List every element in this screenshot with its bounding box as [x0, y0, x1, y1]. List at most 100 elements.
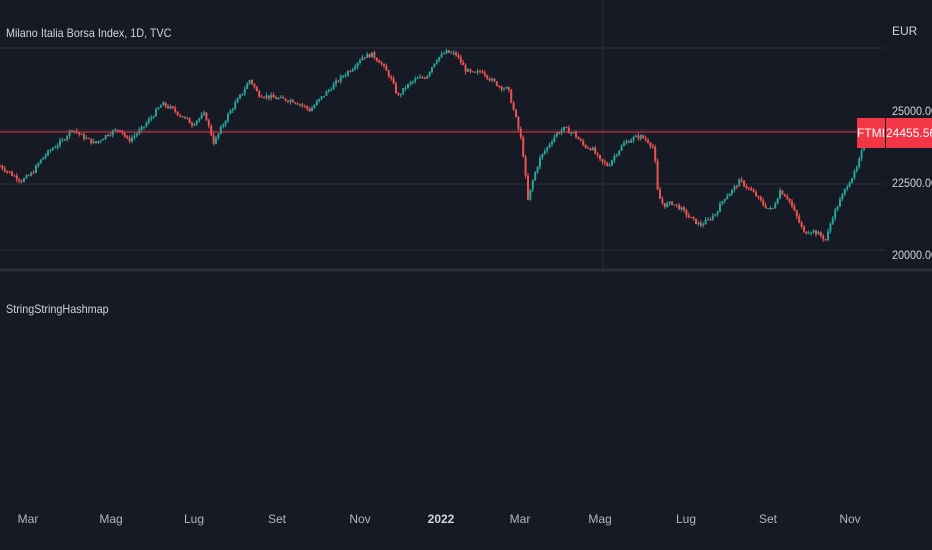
candle-body: [212, 135, 215, 144]
last-price-badge: 24455.56: [886, 118, 932, 148]
candle-body: [495, 81, 498, 86]
candle-body: [23, 178, 25, 182]
candle-body: [663, 202, 666, 208]
candle-body: [332, 84, 335, 90]
candle-body: [457, 55, 460, 58]
candle-body: [363, 57, 366, 59]
candle-body: [471, 71, 474, 73]
candle-body: [97, 141, 100, 143]
candle-body: [699, 222, 702, 226]
candle-body: [253, 83, 256, 88]
candle-body: [774, 203, 777, 209]
y-tick-label: 22500.00: [892, 176, 932, 190]
candle-body: [435, 60, 438, 64]
candle-body: [179, 114, 181, 116]
candle-body: [71, 130, 73, 132]
candle-body: [126, 136, 129, 139]
candle-body: [567, 127, 570, 134]
candle-body: [534, 171, 537, 181]
candle-body: [462, 62, 465, 66]
candle-body: [803, 226, 805, 232]
candle-body: [594, 147, 597, 154]
candle-body: [323, 95, 325, 97]
candle-body: [195, 120, 198, 125]
chart-title: Milano Italia Borsa Index, 1D, TVC: [6, 26, 172, 40]
candle-body: [203, 112, 205, 115]
candle-body: [18, 179, 21, 181]
candle-body: [836, 206, 839, 210]
candle-body: [291, 99, 294, 103]
candle-body: [618, 150, 621, 155]
candle-body: [78, 132, 81, 135]
candle-body: [325, 91, 328, 96]
candle-body: [654, 147, 657, 161]
candle-body: [354, 66, 357, 70]
candle-body: [474, 71, 477, 73]
candle-body: [234, 102, 237, 109]
candle-body: [819, 232, 822, 236]
candle-body: [558, 132, 561, 134]
candle-body: [745, 186, 748, 188]
candle-body: [219, 126, 222, 134]
candle-body: [445, 50, 448, 54]
candle-body: [493, 78, 496, 82]
candle-body: [433, 63, 436, 68]
candle-body: [188, 118, 191, 124]
candle-body: [644, 138, 647, 140]
candle-body: [692, 217, 695, 219]
candle-body: [263, 97, 265, 99]
candle-body: [248, 80, 251, 84]
candle-body: [570, 132, 573, 134]
candle-body: [167, 106, 169, 109]
candle-body: [150, 117, 153, 120]
candle-body: [503, 88, 505, 90]
candle-body: [642, 135, 645, 139]
candle-body: [735, 186, 738, 188]
candle-body: [95, 141, 97, 143]
candle-body: [755, 192, 757, 197]
candle-body: [519, 128, 522, 138]
candle-body: [647, 139, 649, 143]
candle-body: [522, 137, 525, 157]
candle-body: [702, 224, 705, 226]
candle-body: [371, 52, 373, 58]
candle-body: [779, 190, 781, 199]
candle-body: [200, 114, 203, 119]
candle-body: [90, 138, 93, 144]
candle-body: [335, 80, 337, 85]
candle-body: [63, 139, 66, 141]
candle-body: [416, 77, 419, 79]
indicator-name[interactable]: StringStringHashmap: [6, 302, 109, 316]
candle-body: [375, 57, 378, 61]
candle-body: [99, 140, 102, 142]
candle-body: [215, 137, 217, 144]
candle-body: [143, 126, 145, 128]
candle-body: [512, 102, 515, 110]
candle-body: [169, 106, 172, 109]
candle-body: [858, 158, 861, 168]
candle-body: [152, 116, 155, 118]
candle-body: [860, 150, 863, 159]
candle-body: [762, 200, 765, 206]
candle-body: [320, 96, 323, 99]
candle-body: [397, 93, 400, 95]
y-tick-label: 20000.00: [892, 248, 932, 262]
x-tick-label: Mar: [509, 512, 531, 526]
candle-body: [615, 154, 618, 156]
candle-body: [186, 117, 189, 119]
candle-body: [846, 187, 849, 190]
candle-body: [529, 189, 532, 200]
candle-body: [716, 212, 719, 215]
candle-body: [277, 98, 280, 100]
candle-body: [469, 69, 472, 72]
candle-body: [1, 165, 4, 169]
candle-body: [479, 71, 481, 73]
candle-body: [85, 137, 88, 139]
candle-body: [111, 130, 114, 135]
candle-body: [27, 175, 30, 177]
candle-body: [637, 135, 640, 139]
candle-body: [131, 137, 133, 142]
candle-body: [483, 72, 486, 76]
